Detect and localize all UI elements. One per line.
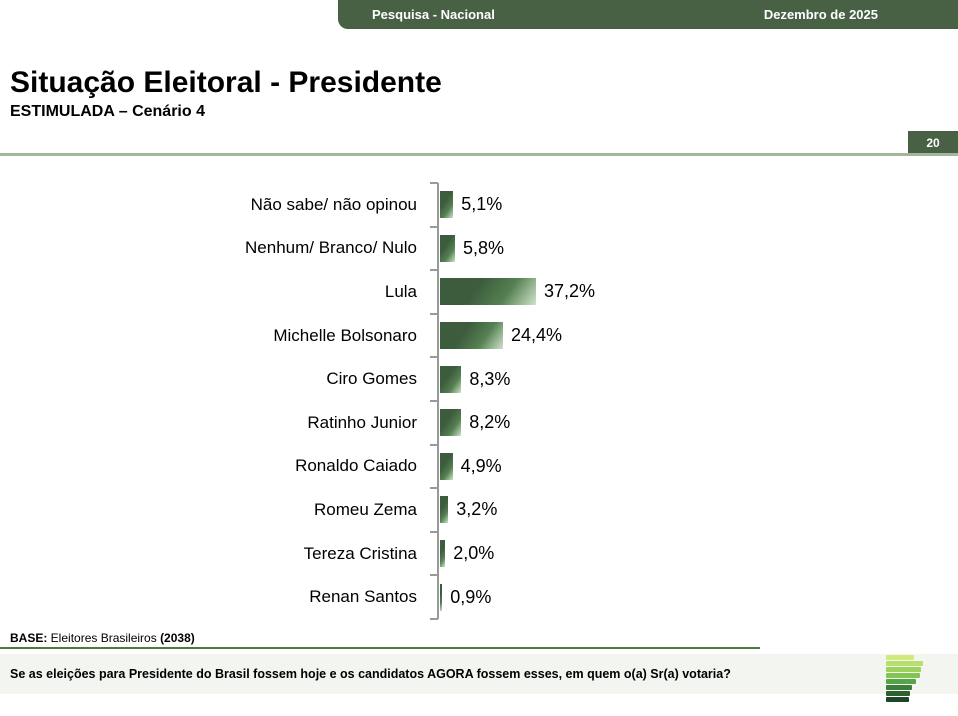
base-count: (2038) — [160, 631, 195, 645]
title-block: Situação Eleitoral - Presidente ESTIMULA… — [10, 66, 442, 121]
chart-row: Romeu Zema 3,2% — [0, 488, 740, 532]
bar-zone: 0,9% — [428, 583, 492, 611]
survey-question-text: Se as eleições para Presidente do Brasil… — [10, 667, 731, 681]
result-value-label: 5,8% — [463, 237, 505, 258]
candidate-label: Romeu Zema — [314, 499, 417, 519]
bar-zone: 37,2% — [428, 278, 596, 306]
candidate-label: Ronaldo Caiado — [295, 456, 417, 476]
base-note: BASE: Eleitores Brasileiros (2038) — [10, 631, 195, 645]
header-bar: Pesquisa - Nacional Dezembro de 2025 — [338, 0, 958, 29]
base-divider-line — [0, 647, 760, 649]
base-label: BASE: — [10, 631, 48, 645]
candidate-label: Nenhum/ Branco/ Nulo — [245, 238, 417, 258]
page-subtitle: ESTIMULADA – Cenário 4 — [10, 102, 205, 120]
chart-tick-mark — [430, 400, 438, 402]
result-value-label: 24,4% — [511, 325, 563, 346]
bar-zone: 5,8% — [428, 234, 505, 262]
candidate-label: Tereza Cristina — [303, 543, 417, 563]
candidate-label: Lula — [384, 281, 417, 301]
result-bar — [440, 322, 503, 350]
header-survey-label: Pesquisa - Nacional — [372, 7, 495, 22]
result-value-label: 8,3% — [469, 368, 511, 389]
result-value-label: 2,0% — [453, 543, 495, 564]
logo-bar — [886, 679, 916, 684]
chart-tick-mark — [430, 574, 438, 577]
result-bar — [440, 278, 536, 306]
chart-tick-mark — [430, 182, 438, 184]
parana-pesquisas-logo — [886, 655, 923, 703]
page-title: Situação Eleitoral - Presidente — [10, 66, 442, 99]
result-bar — [440, 365, 462, 393]
header-date-label: Dezembro de 2025 — [763, 7, 878, 22]
chart-row: Michelle Bolsonaro 24,4% — [0, 314, 740, 358]
poll-bar-chart: Não sabe/ não opinou 5,1% Nenhum/ Branco… — [0, 182, 740, 620]
base-text: Eleitores Brasileiros — [47, 631, 161, 645]
candidate-label: Michelle Bolsonaro — [273, 325, 417, 345]
chart-row: Ciro Gomes 8,3% — [0, 357, 740, 401]
logo-bar — [886, 661, 923, 666]
bar-zone: 8,2% — [428, 409, 511, 437]
chart-tick-mark — [430, 269, 438, 272]
chart-row: Nenhum/ Branco/ Nulo 5,8% — [0, 227, 740, 271]
chart-row: Ratinho Junior 8,2% — [0, 401, 740, 445]
page-number-badge: 20 — [908, 131, 958, 155]
chart-tick-mark — [430, 487, 438, 490]
logo-bar — [886, 691, 910, 696]
logo-bar — [886, 697, 909, 702]
chart-tick-mark — [430, 618, 438, 620]
bar-zone: 24,4% — [428, 322, 563, 350]
chart-axis-line — [437, 183, 439, 619]
chart-row: Tereza Cristina 2,0% — [0, 532, 740, 576]
chart-tick-mark — [430, 225, 438, 228]
logo-bar — [886, 673, 920, 678]
result-bar — [440, 583, 443, 611]
result-bar — [440, 234, 455, 262]
result-value-label: 8,2% — [469, 412, 511, 433]
bar-zone: 4,9% — [428, 452, 502, 480]
question-strip: Se as eleições para Presidente do Brasil… — [0, 654, 958, 694]
result-value-label: 37,2% — [544, 281, 596, 302]
chart-row: Não sabe/ não opinou 5,1% — [0, 183, 740, 227]
chart-tick-mark — [430, 530, 438, 533]
logo-bar — [886, 655, 914, 660]
result-bar — [440, 540, 446, 568]
result-value-label: 3,2% — [456, 499, 498, 520]
result-bar — [440, 452, 453, 480]
candidate-label: Ciro Gomes — [326, 369, 417, 389]
candidate-label: Ratinho Junior — [307, 412, 417, 432]
result-value-label: 4,9% — [460, 455, 502, 476]
title-divider-line — [0, 153, 958, 156]
candidate-label: Renan Santos — [309, 587, 417, 607]
bar-zone: 3,2% — [428, 496, 498, 524]
bar-zone: 5,1% — [428, 191, 503, 219]
logo-bar — [886, 685, 912, 690]
chart-tick-mark — [430, 356, 438, 359]
logo-bar — [886, 667, 921, 672]
chart-tick-mark — [430, 312, 438, 315]
chart-row: Renan Santos 0,9% — [0, 575, 740, 619]
result-bar — [440, 409, 462, 437]
result-bar — [440, 496, 449, 524]
candidate-label: Não sabe/ não opinou — [250, 194, 417, 214]
chart-tick-mark — [430, 443, 438, 446]
bar-zone: 2,0% — [428, 540, 495, 568]
result-bar — [440, 191, 454, 219]
chart-row: Ronaldo Caiado 4,9% — [0, 445, 740, 489]
bar-zone: 8,3% — [428, 365, 511, 393]
result-value-label: 0,9% — [450, 586, 492, 607]
chart-row: Lula 37,2% — [0, 270, 740, 314]
result-value-label: 5,1% — [461, 194, 503, 215]
